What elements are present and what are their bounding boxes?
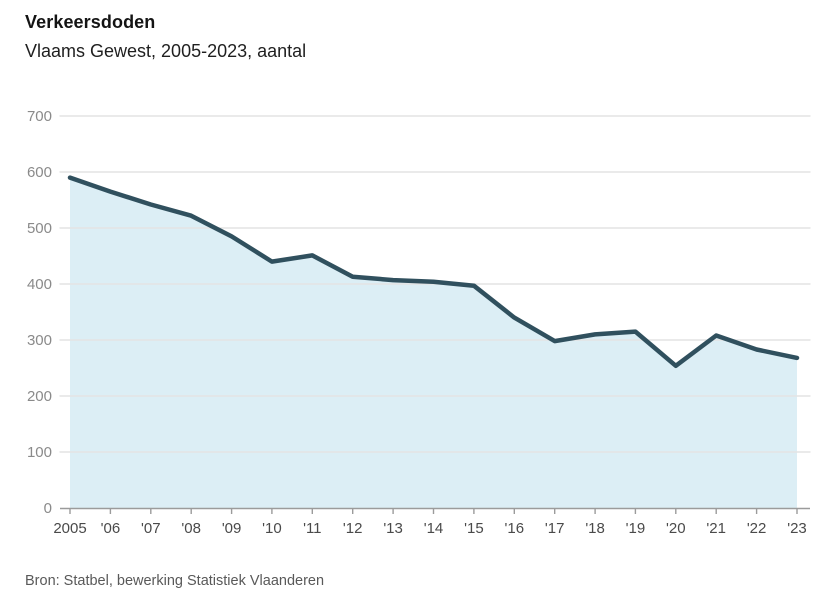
y-tick-label: 700 <box>27 108 52 125</box>
x-tick-label: '09 <box>222 520 242 537</box>
chart-container: 0 100 200 300 400 500 600 700 2005 '06 '07 '08 '09 '1… <box>0 95 819 555</box>
y-tick-label: 500 <box>27 220 52 237</box>
x-tick-label: '19 <box>626 520 646 537</box>
y-tick-label: 300 <box>27 332 52 349</box>
chart-subtitle: Vlaams Gewest, 2005-2023, aantal <box>25 41 307 61</box>
data-line <box>67 175 800 369</box>
y-tick-label: 200 <box>27 388 52 405</box>
x-tick-label: '17 <box>545 520 565 537</box>
x-tick-label: '07 <box>141 520 161 537</box>
y-tick-label: 100 <box>27 444 52 461</box>
source-note: Bron: Statbel, bewerking Statistiek Vlaa… <box>25 573 325 589</box>
y-tick-label: 400 <box>27 276 52 293</box>
x-tick-label: '23 <box>787 520 807 537</box>
area-fill <box>70 177 797 508</box>
x-tick-label: '08 <box>181 520 201 537</box>
x-tick-label: '10 <box>262 520 282 537</box>
x-tick-label: '16 <box>505 520 525 537</box>
chart-title: Verkeersdoden <box>25 12 156 32</box>
x-tick-label: '21 <box>706 520 726 537</box>
y-tick-label: 0 <box>44 500 52 517</box>
x-tick-label: 2005 <box>53 520 86 537</box>
y-tick-label: 600 <box>27 164 52 181</box>
x-tick-label: '13 <box>383 520 403 537</box>
x-tick-label: '18 <box>585 520 605 537</box>
traffic-deaths-chart: 0 100 200 300 400 500 600 700 2005 '06 '07 '08 '09 '1… <box>27 108 811 537</box>
x-tick-label: '22 <box>747 520 767 537</box>
x-tick-label: '11 <box>303 520 321 537</box>
x-tick-label: '12 <box>343 520 363 537</box>
x-tick-label: '14 <box>424 520 444 537</box>
x-tick-label: '20 <box>666 520 686 537</box>
x-tick-label: '06 <box>101 520 121 537</box>
x-tick-label: '15 <box>464 520 484 537</box>
